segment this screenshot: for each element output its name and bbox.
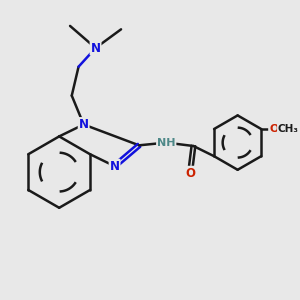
Text: N: N <box>91 41 100 55</box>
Text: O: O <box>269 124 278 134</box>
Text: NH: NH <box>157 138 176 148</box>
Text: N: N <box>110 160 120 172</box>
Text: CH₃: CH₃ <box>278 124 299 134</box>
Text: N: N <box>79 118 89 131</box>
Text: O: O <box>185 167 195 180</box>
